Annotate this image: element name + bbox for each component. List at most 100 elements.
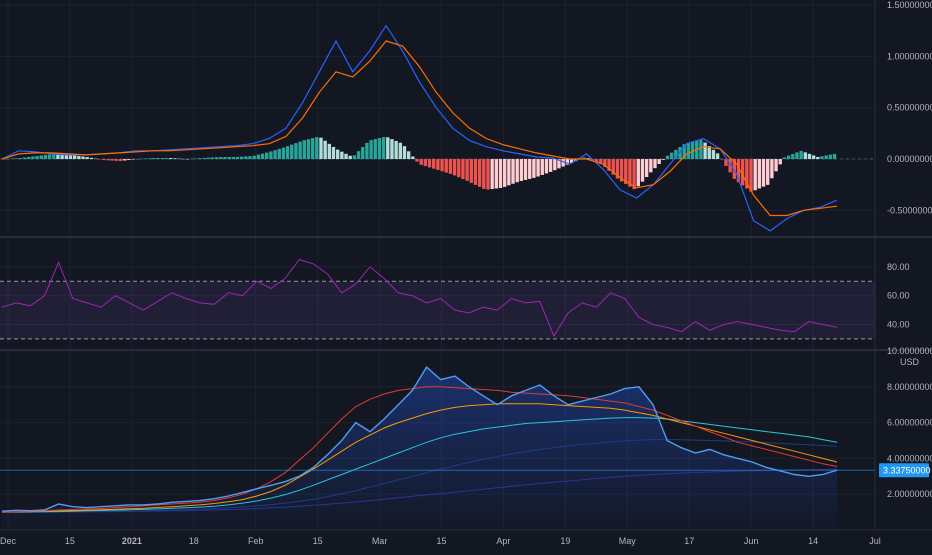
macd-pane[interactable] xyxy=(0,24,875,232)
macd-histogram-bar xyxy=(118,159,123,162)
macd-histogram-bar xyxy=(703,142,707,160)
macd-histogram-bar xyxy=(519,159,524,181)
macd-histogram-bar xyxy=(711,149,716,160)
macd-y-tick-label: 1.00000000 xyxy=(887,51,932,61)
macd-histogram-bar xyxy=(93,158,98,160)
x-tick-label: 17 xyxy=(684,536,694,546)
macd-histogram-bar xyxy=(586,158,590,160)
x-tick-label: 18 xyxy=(189,536,199,546)
macd-histogram-bar xyxy=(820,156,824,160)
macd-histogram-bar xyxy=(582,157,586,160)
macd-histogram-bar xyxy=(624,159,628,185)
macd-histogram-bar xyxy=(369,140,373,160)
macd-histogram-bar xyxy=(490,159,494,190)
macd-histogram-bar xyxy=(740,159,745,186)
macd-histogram-bar xyxy=(143,158,148,160)
macd-histogram-bar xyxy=(6,158,10,160)
price-y-tick-label: 8.00000000 xyxy=(887,382,932,392)
macd-histogram-bar xyxy=(139,158,144,160)
x-tick-label: May xyxy=(619,536,637,546)
macd-histogram-bar xyxy=(690,141,695,160)
macd-histogram-bar xyxy=(231,156,235,160)
macd-histogram-bar xyxy=(256,154,261,160)
macd-histogram-bar xyxy=(135,159,139,160)
macd-histogram-bar xyxy=(607,159,611,171)
macd-histogram-bar xyxy=(68,154,73,160)
macd-histogram-bar xyxy=(682,144,686,160)
macd-histogram-bar xyxy=(628,159,632,187)
macd-histogram-bar xyxy=(707,146,711,160)
macd-histogram-bar xyxy=(365,142,369,160)
macd-histogram-bar xyxy=(302,140,306,160)
macd-histogram-bar xyxy=(77,156,81,160)
x-tick-label: 19 xyxy=(560,536,570,546)
x-tick-label: Apr xyxy=(496,536,510,546)
macd-histogram-bar xyxy=(415,159,419,162)
macd-histogram-bar xyxy=(81,156,85,160)
macd-histogram-bar xyxy=(565,159,569,165)
macd-histogram-bar xyxy=(310,138,315,160)
macd-histogram-bar xyxy=(457,159,461,178)
macd-histogram-bar xyxy=(173,158,177,160)
rsi-y-tick-label: 40.00 xyxy=(887,319,910,329)
macd-histogram-bar xyxy=(724,159,728,166)
price-area-fill xyxy=(2,367,837,530)
macd-histogram-bar xyxy=(85,157,89,160)
macd-histogram-bar xyxy=(248,156,252,160)
macd-histogram-bar xyxy=(327,143,332,160)
macd-histogram-bar xyxy=(406,151,411,160)
macd-histogram-bar xyxy=(699,139,703,160)
macd-histogram-bar xyxy=(361,147,365,160)
macd-histogram-bar xyxy=(619,159,624,182)
macd-histogram-bar xyxy=(649,159,653,173)
macd-histogram-bar xyxy=(465,159,469,181)
macd-histogram-bar xyxy=(377,138,382,160)
price-pane[interactable] xyxy=(0,366,875,530)
macd-histogram-bar xyxy=(394,140,398,160)
macd-histogram-bar xyxy=(18,158,23,160)
macd-histogram-bar xyxy=(106,159,110,161)
macd-histogram-bar xyxy=(323,140,327,160)
x-tick-label: 15 xyxy=(313,536,323,546)
macd-histogram-bar xyxy=(269,151,273,160)
macd-histogram-bar xyxy=(22,157,27,160)
macd-histogram-bar xyxy=(89,157,94,160)
x-tick-label: 15 xyxy=(436,536,446,546)
macd-histogram-bar xyxy=(786,155,791,160)
macd-histogram-bar xyxy=(35,155,39,160)
macd-histogram-bar xyxy=(127,159,131,160)
macd-histogram-bar xyxy=(749,159,753,192)
x-tick-label: 15 xyxy=(65,536,75,546)
macd-histogram-bar xyxy=(319,137,323,160)
macd-histogram-bar xyxy=(461,159,465,180)
macd-histogram-bar xyxy=(185,158,190,160)
macd-histogram-bar xyxy=(290,144,294,160)
macd-y-tick-label: 0.50000000 xyxy=(887,103,932,113)
macd-histogram-bar xyxy=(540,159,544,175)
macd-histogram-bar xyxy=(715,153,720,160)
macd-histogram-bar xyxy=(235,156,240,160)
macd-histogram-bar xyxy=(498,159,503,188)
macd-histogram-bar xyxy=(177,158,181,160)
macd-line-signal xyxy=(1,40,838,217)
macd-histogram-bar xyxy=(39,155,43,160)
macd-histogram-bar xyxy=(452,159,457,176)
macd-histogram-bar xyxy=(766,159,770,185)
macd-histogram-bar xyxy=(486,159,490,190)
macd-histogram-bar xyxy=(156,158,160,160)
rsi-pane[interactable] xyxy=(0,259,875,340)
macd-histogram-bar xyxy=(799,150,803,160)
macd-histogram-bar xyxy=(816,156,820,160)
ma-line-4 xyxy=(2,439,838,513)
macd-histogram-bar xyxy=(2,159,6,160)
macd-histogram-bar xyxy=(169,158,173,160)
macd-histogram-bar xyxy=(795,152,799,160)
macd-histogram-bar xyxy=(440,159,444,172)
macd-histogram-bar xyxy=(427,159,432,168)
macd-histogram-bar xyxy=(386,137,390,160)
macd-histogram-bar xyxy=(273,150,277,160)
macd-histogram-bar xyxy=(494,159,499,189)
macd-histogram-bar xyxy=(811,155,816,160)
